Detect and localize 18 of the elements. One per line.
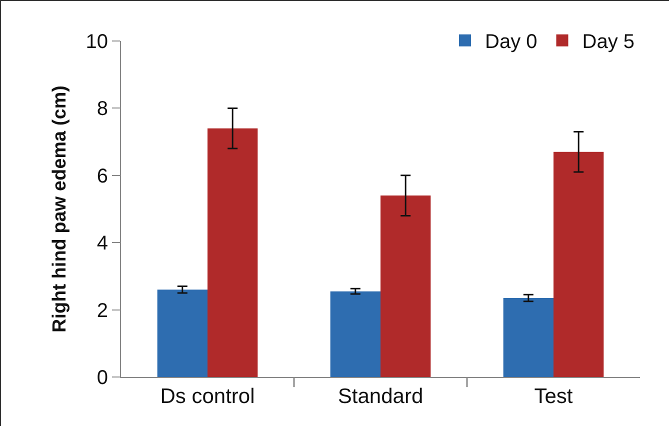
y-tick-label: 0: [96, 367, 108, 389]
y-tick-label: 4: [96, 232, 108, 255]
y-tick-label: 8: [96, 98, 108, 120]
bar: [330, 291, 380, 377]
x-tick-label: Standard: [338, 385, 424, 408]
x-tick-label: Ds control: [160, 385, 255, 408]
bar: [208, 128, 258, 377]
bar: [157, 290, 208, 377]
y-tick-label: 6: [96, 165, 108, 188]
y-tick-label: 2: [96, 300, 108, 322]
x-tick-label: Test: [534, 385, 573, 408]
bar: [503, 298, 554, 377]
bar: [554, 152, 604, 377]
y-axis-title: Right hind paw edema (cm): [50, 85, 71, 333]
y-tick-label: 10: [86, 31, 108, 53]
bar: [380, 196, 431, 377]
legend-label: Day 0: [485, 31, 538, 54]
legend-label: Day 5: [582, 31, 634, 54]
